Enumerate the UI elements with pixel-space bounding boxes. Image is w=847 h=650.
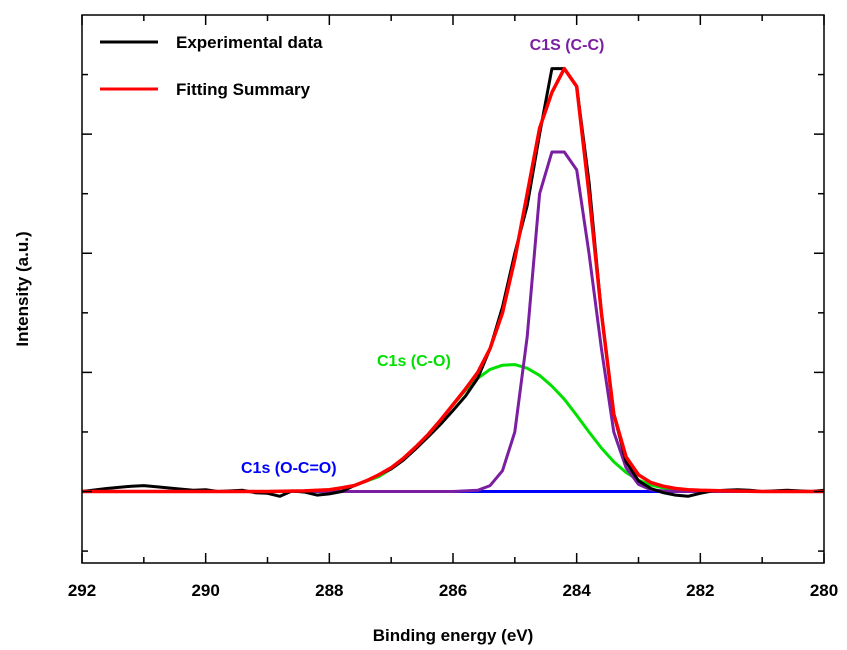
x-tick-label: 292 xyxy=(68,581,96,600)
x-tick-label: 290 xyxy=(191,581,219,600)
x-tick-label: 284 xyxy=(562,581,591,600)
annotation-c1s-oco: C1s (O-C=O) xyxy=(241,460,337,477)
legend-label-fitting: Fitting Summary xyxy=(176,80,311,99)
series-fitting-summary xyxy=(82,66,824,494)
series-c1s-c-o xyxy=(82,363,824,493)
series-c1s-c-c xyxy=(82,150,824,493)
series-experimental-data xyxy=(81,67,825,498)
tick-layer: 292 290 288 286 284 282 280 xyxy=(68,15,838,600)
legend: Experimental data Fitting Summary xyxy=(100,33,323,99)
x-tick-label: 288 xyxy=(315,581,343,600)
y-axis-title: Intensity (a.u.) xyxy=(13,231,32,346)
x-axis-title: Binding energy (eV) xyxy=(373,626,534,645)
legend-label-experimental: Experimental data xyxy=(176,33,323,52)
annotation-c1s-co: C1s (C-O) xyxy=(377,353,451,370)
x-tick-label: 282 xyxy=(686,581,714,600)
x-tick-label: 280 xyxy=(810,581,838,600)
curve-layer xyxy=(81,66,825,498)
x-tick-label: 286 xyxy=(439,581,467,600)
annotation-c1s-cc: C1S (C-C) xyxy=(530,37,605,54)
